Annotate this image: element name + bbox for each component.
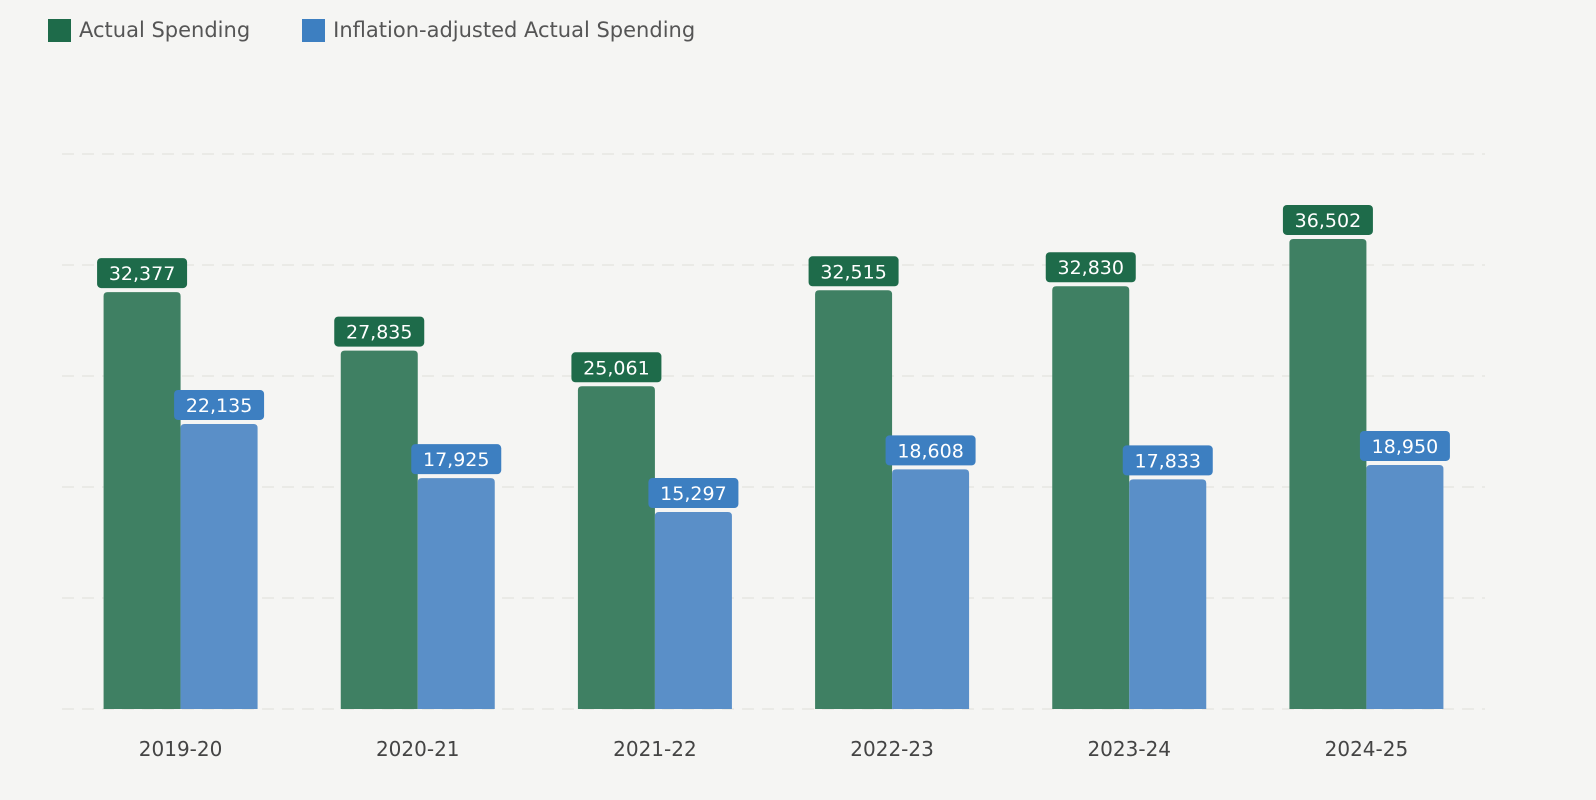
data-label: 22,135 [186, 395, 252, 417]
data-label: 32,377 [109, 263, 175, 285]
data-label-box [571, 352, 662, 383]
bar-inflation-adjusted[interactable] [654, 512, 732, 709]
data-label: 18,608 [897, 440, 963, 462]
data-label-box [808, 256, 899, 287]
data-label-box [1359, 430, 1450, 461]
bar-actual[interactable] [1289, 238, 1367, 709]
bar-actual[interactable] [103, 292, 181, 709]
data-label-box [411, 444, 502, 475]
bar-actual[interactable] [340, 350, 418, 709]
bar-actual[interactable] [577, 386, 655, 709]
x-tick-label: 2020-21 [376, 737, 460, 761]
data-label-box [174, 389, 265, 420]
legend-label-actual: Actual Spending [79, 18, 251, 42]
data-label-box [648, 478, 739, 509]
data-label: 36,502 [1295, 210, 1361, 232]
data-label: 27,835 [346, 322, 412, 344]
x-tick-label: 2022-23 [850, 737, 934, 761]
bar-actual[interactable] [1052, 286, 1130, 709]
bar-inflation-adjusted[interactable] [1129, 479, 1207, 709]
x-tick-label: 2023-24 [1087, 737, 1171, 761]
data-label: 17,925 [423, 449, 489, 471]
data-label-box [1122, 445, 1213, 476]
data-label: 25,061 [583, 357, 649, 379]
x-tick-label: 2024-25 [1325, 737, 1409, 761]
legend-swatch-inflation-adjusted [302, 18, 326, 42]
legend-swatch-actual [48, 18, 71, 42]
data-label-box [97, 258, 188, 289]
x-tick-label: 2019-20 [139, 737, 223, 761]
data-label: 32,830 [1058, 257, 1124, 279]
data-label: 17,833 [1135, 450, 1201, 472]
data-label-box [885, 435, 976, 466]
data-label-box [334, 316, 425, 347]
bar-inflation-adjusted[interactable] [1366, 464, 1444, 709]
legend: Actual Spending Inflation-adjusted Actua… [48, 18, 695, 42]
x-tick-label: 2021-22 [613, 737, 697, 761]
bar-inflation-adjusted[interactable] [180, 423, 258, 709]
legend-label-inflation-adjusted: Inflation-adjusted Actual Spending [333, 18, 696, 42]
legend-item-actual[interactable]: Actual Spending [48, 18, 250, 42]
legend-item-inflation-adjusted[interactable]: Inflation-adjusted Actual Spending [302, 18, 695, 42]
data-label-box [1045, 252, 1136, 283]
bar-inflation-adjusted[interactable] [892, 469, 970, 709]
data-label: 32,515 [820, 261, 886, 283]
bar-inflation-adjusted[interactable] [417, 478, 495, 709]
bar-actual[interactable] [815, 290, 893, 709]
data-label: 15,297 [660, 483, 726, 505]
data-label-box [1282, 204, 1373, 235]
data-label: 18,950 [1372, 436, 1438, 458]
